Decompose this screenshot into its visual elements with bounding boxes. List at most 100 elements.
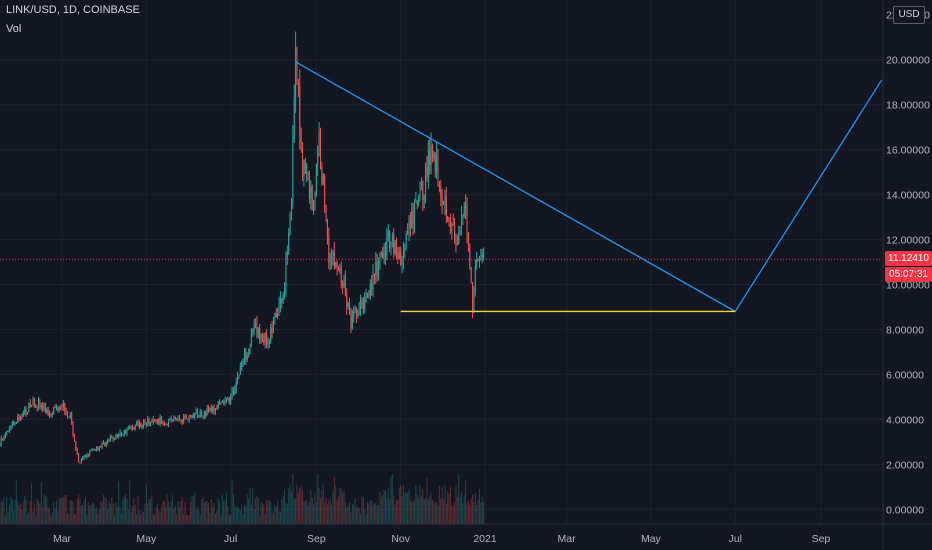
candle-body xyxy=(116,434,118,438)
candle-body xyxy=(53,407,55,415)
volume-bar xyxy=(365,514,367,524)
candle-body xyxy=(173,416,175,420)
volume-bar xyxy=(449,487,451,524)
volume-bar xyxy=(98,509,100,524)
volume-bar xyxy=(255,498,257,524)
volume-bar xyxy=(130,512,132,524)
volume-bar xyxy=(355,507,357,524)
candle-body xyxy=(46,409,48,413)
volume-bar xyxy=(462,503,464,524)
candle-body xyxy=(176,418,178,420)
candle-body xyxy=(302,143,304,177)
candle-body xyxy=(253,323,255,331)
candle-body xyxy=(425,167,427,197)
candle-body xyxy=(256,322,258,334)
candle-body xyxy=(111,436,113,439)
candle-body xyxy=(141,425,143,428)
volume-bar xyxy=(350,512,352,524)
volume-bar xyxy=(423,499,425,524)
candle-body xyxy=(98,446,100,450)
candle-body xyxy=(184,415,186,418)
candle-body xyxy=(49,414,51,416)
candle-body xyxy=(299,85,301,135)
candle-body xyxy=(205,411,207,415)
price-axis[interactable]: 0.00000 2.00000 4.00000 6.00000 8.00000 10.00… xyxy=(882,0,930,550)
volume-bar xyxy=(331,504,333,524)
candle-body xyxy=(307,172,309,179)
candle-body xyxy=(263,339,265,343)
candle-body xyxy=(151,421,153,423)
candle-body xyxy=(221,401,223,403)
volume-bar xyxy=(201,498,203,524)
candle-body xyxy=(398,251,400,259)
time-tick-label: Sep xyxy=(812,533,831,545)
candle-body xyxy=(296,47,298,85)
candle-body xyxy=(343,277,345,287)
candle-body xyxy=(246,355,248,360)
volume-bar xyxy=(396,500,398,524)
volume-bar xyxy=(274,505,276,524)
candle-body xyxy=(361,299,363,301)
candle-body xyxy=(351,315,353,329)
candle-body xyxy=(145,423,147,425)
candle-body xyxy=(481,254,483,258)
candle-body xyxy=(130,426,132,428)
volume-bar xyxy=(346,507,348,524)
candle-body xyxy=(187,418,189,420)
volume-bar xyxy=(170,501,172,524)
candle-body xyxy=(386,237,388,257)
candle-body xyxy=(64,403,66,412)
volume-bar xyxy=(333,476,335,524)
volume-bar xyxy=(465,480,467,524)
volume-bar xyxy=(358,507,360,524)
time-axis[interactable]: Mar May Jul Sep Nov 2021 Mar May Jul Sep xyxy=(0,523,932,545)
candle-body xyxy=(426,167,428,177)
candle-body xyxy=(172,419,174,421)
candle-body xyxy=(257,327,259,334)
volume-bar xyxy=(436,501,438,524)
volume-bar xyxy=(357,506,359,524)
volume-bar xyxy=(474,493,476,524)
volume-bar xyxy=(148,499,150,524)
volume-bar xyxy=(252,488,254,524)
candle-body xyxy=(324,175,326,208)
candle-body xyxy=(384,246,386,257)
volume-bar xyxy=(90,505,92,524)
volume-bar xyxy=(123,495,125,524)
candle-body xyxy=(67,412,69,417)
volume-bar xyxy=(295,498,297,524)
price-tick-label: 16.00000 xyxy=(886,145,930,157)
volume-bar xyxy=(389,499,391,524)
candle-body xyxy=(228,398,230,405)
candle-body xyxy=(420,181,422,186)
volume-bar xyxy=(386,497,388,524)
candle-body xyxy=(360,299,362,310)
volume-bar xyxy=(437,505,439,524)
volume-bar xyxy=(455,485,457,524)
candle-body xyxy=(149,421,151,426)
candle-body xyxy=(10,425,12,429)
volume-bar xyxy=(75,513,77,524)
candle-body xyxy=(97,447,99,450)
volume-bar xyxy=(335,485,337,524)
volume-bar xyxy=(329,499,331,524)
volume-bar xyxy=(129,480,131,524)
candle-body xyxy=(470,268,472,283)
volume-bar xyxy=(430,492,432,524)
candle-body xyxy=(416,201,418,205)
drawings[interactable] xyxy=(0,61,883,313)
candle-body xyxy=(237,376,239,382)
volume-bar xyxy=(191,495,193,524)
volume-bar xyxy=(62,497,64,524)
volume-bar xyxy=(190,501,192,524)
candle-body xyxy=(303,160,305,177)
volume-bar xyxy=(199,514,201,524)
volume-bar xyxy=(483,501,485,524)
candle-body xyxy=(433,152,435,160)
candle-body xyxy=(440,186,442,197)
candle-body xyxy=(239,367,241,375)
currency-badge[interactable]: USD xyxy=(893,6,925,24)
price-tick-label: 0.00000 xyxy=(886,504,924,516)
triangle-trendline[interactable] xyxy=(295,61,883,313)
